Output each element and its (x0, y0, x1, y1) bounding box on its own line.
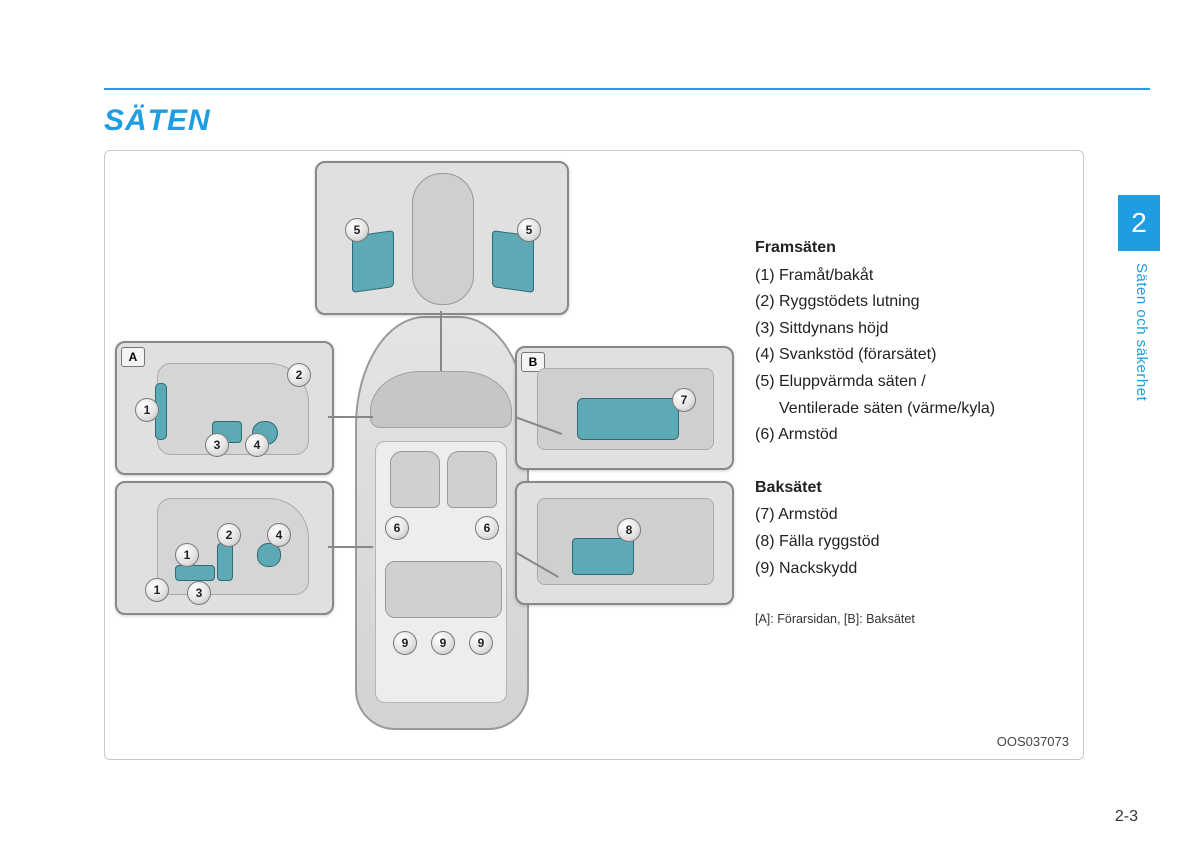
page-number: 2-3 (1115, 808, 1138, 826)
front-right-seat (447, 451, 497, 508)
leader-line (440, 311, 442, 371)
callout-marker: 7 (672, 388, 696, 412)
callout-marker: 2 (287, 363, 311, 387)
panel-driver-manual: A 1 2 3 4 (115, 341, 334, 475)
callout-marker: 9 (469, 631, 493, 655)
power-recline-switch (217, 543, 233, 581)
power-slide-switch (175, 565, 215, 581)
rear-seat-heading: Baksätet (755, 475, 1065, 501)
callout-marker: 1 (145, 578, 169, 602)
panel-driver-power: 1 1 2 3 4 (115, 481, 334, 615)
callout-marker: 5 (517, 218, 541, 242)
fold-lever (572, 538, 634, 575)
image-code: OOS037073 (997, 734, 1069, 749)
section-title: SÄTEN (104, 104, 211, 138)
panel-center-console: 5 5 (315, 161, 569, 315)
rear-seat-bench (385, 561, 502, 618)
list-item: (8) Fälla ryggstöd (755, 529, 1065, 555)
list-item: (5) Eluppvärmda säten / (755, 369, 1065, 395)
callout-marker: 6 (385, 516, 409, 540)
callout-marker: 5 (345, 218, 369, 242)
chapter-side-label: Säten och säkerhet (1130, 263, 1150, 401)
panel-rear-fold: 8 (515, 481, 734, 605)
leader-line (328, 546, 373, 548)
list-item: (2) Ryggstödets lutning (755, 289, 1065, 315)
header-rule (104, 88, 1150, 90)
list-item: (6) Armstöd (755, 422, 1065, 448)
list-item: (7) Armstöd (755, 502, 1065, 528)
front-left-seat (390, 451, 440, 508)
car-windshield (370, 371, 512, 428)
callout-marker: 9 (393, 631, 417, 655)
figure-text-column: Framsäten (1) Framåt/bakåt (2) Ryggstöde… (755, 231, 1065, 629)
panel-rear-armrest: B 7 (515, 346, 734, 470)
list-item: (1) Framåt/bakåt (755, 263, 1065, 289)
callout-marker: 1 (175, 543, 199, 567)
callout-marker: 8 (617, 518, 641, 542)
rear-armrest (577, 398, 679, 440)
list-item: (9) Nackskydd (755, 556, 1065, 582)
figure-box: 5 5 A 1 2 3 4 1 1 (104, 150, 1084, 760)
figure-legend: [A]: Förarsidan, [B]: Baksätet (755, 609, 1065, 629)
list-item: (3) Sittdynans höjd (755, 316, 1065, 342)
leader-line (328, 416, 373, 418)
gear-shifter (412, 173, 474, 305)
chapter-tab: 2 (1118, 195, 1160, 251)
callout-marker: 2 (217, 523, 241, 547)
seat-diagram: 5 5 A 1 2 3 4 1 1 (115, 161, 735, 751)
callout-marker: 4 (245, 433, 269, 457)
front-seats-heading: Framsäten (755, 235, 1065, 261)
callout-marker: 6 (475, 516, 499, 540)
callout-marker: 4 (267, 523, 291, 547)
callout-marker: 9 (431, 631, 455, 655)
list-item: Ventilerade säten (värme/kyla) (755, 396, 1065, 422)
callout-marker: 1 (135, 398, 159, 422)
callout-marker: 3 (187, 581, 211, 605)
callout-marker: 3 (205, 433, 229, 457)
list-item: (4) Svankstöd (förarsätet) (755, 342, 1065, 368)
panel-tag-a: A (121, 347, 145, 367)
manual-page: SÄTEN 2 Säten och säkerhet 5 5 A (0, 0, 1200, 861)
